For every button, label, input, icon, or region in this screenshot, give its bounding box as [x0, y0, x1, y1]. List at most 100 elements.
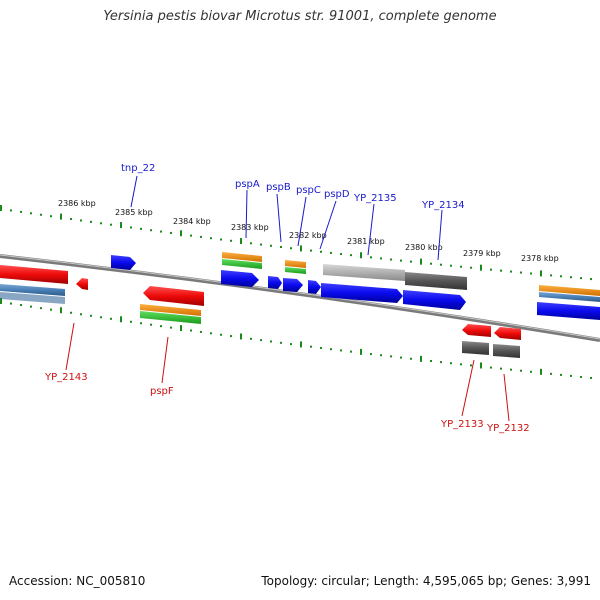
gene-yp-2133-hom: [462, 341, 489, 355]
minor-tick: [320, 346, 322, 349]
minor-tick: [230, 335, 232, 338]
minor-tick: [150, 229, 152, 232]
minor-tick: [190, 234, 192, 237]
gene-label-yp-2135: YP_2135: [353, 193, 397, 204]
gene-label-tnp-22: tnp_22: [121, 163, 155, 174]
minor-tick: [110, 317, 112, 320]
minor-tick: [140, 322, 142, 325]
minor-tick: [20, 210, 22, 213]
kbp-label: 2378 kbp: [521, 254, 559, 263]
minor-tick: [410, 260, 412, 263]
minor-tick: [450, 264, 452, 267]
minor-tick: [150, 323, 152, 326]
gene-pspB: [268, 276, 282, 289]
minor-tick: [390, 355, 392, 358]
minor-tick: [290, 247, 292, 250]
minor-tick: [30, 305, 32, 308]
kbp-tick-labels: 2386 kbp 2385 kbp 2384 kbp 2383 kbp 2382…: [58, 199, 559, 263]
accession-text: Accession: NC_005810: [9, 574, 146, 588]
outer-tick-ring: [0, 205, 592, 281]
major-tick: [480, 362, 482, 369]
minor-tick: [10, 302, 12, 305]
minor-tick: [160, 325, 162, 328]
major-tick: [120, 316, 122, 323]
minor-tick: [470, 266, 472, 269]
minor-tick: [170, 231, 172, 234]
minor-tick: [90, 220, 92, 223]
minor-tick: [350, 350, 352, 353]
gene-pspD: [308, 280, 321, 294]
major-tick: [420, 355, 422, 362]
minor-tick: [380, 354, 382, 357]
major-tick: [360, 252, 362, 259]
minor-tick: [440, 263, 442, 266]
minor-tick: [200, 235, 202, 238]
gene-label-pspD: pspD: [324, 189, 350, 200]
minor-tick: [40, 307, 42, 310]
major-tick: [480, 264, 482, 271]
minor-tick: [210, 237, 212, 240]
minor-tick: [250, 242, 252, 245]
minor-tick: [510, 368, 512, 371]
minor-tick: [50, 308, 52, 311]
kbp-label: 2379 kbp: [463, 249, 501, 258]
gene-label-yp-2134: YP_2134: [421, 200, 465, 211]
minor-tick: [270, 244, 272, 247]
minor-tick: [130, 226, 132, 229]
minor-tick: [430, 262, 432, 265]
kbp-label: 2385 kbp: [115, 208, 153, 217]
minor-tick: [370, 353, 372, 356]
minor-tick: [330, 251, 332, 254]
kbp-label: 2382 kbp: [289, 231, 327, 240]
minor-tick: [560, 275, 562, 278]
minor-tick: [570, 276, 572, 279]
minor-tick: [550, 274, 552, 277]
minor-tick: [270, 340, 272, 343]
major-tick: [360, 348, 362, 355]
reverse-gene-labels: YP_2143 pspF YP_2133 YP_2132: [44, 372, 530, 434]
minor-tick: [400, 259, 402, 262]
minor-tick: [510, 270, 512, 273]
major-tick: [540, 368, 542, 375]
minor-tick: [590, 278, 592, 281]
gene-yp-2134: [403, 290, 466, 310]
minor-tick: [20, 304, 22, 307]
minor-tick: [230, 239, 232, 242]
minor-tick: [440, 361, 442, 364]
gene-yp-2134-hom: [405, 272, 467, 290]
minor-tick: [290, 343, 292, 346]
gene-label-pspF: pspF: [150, 386, 174, 397]
kbp-label: 2381 kbp: [347, 237, 385, 246]
minor-tick: [220, 238, 222, 241]
minor-tick: [580, 277, 582, 280]
minor-tick: [330, 348, 332, 351]
minor-tick: [100, 316, 102, 319]
forward-gene-labels: tnp_22 pspA pspB pspC pspD YP_2135 YP_21…: [121, 163, 465, 211]
minor-tick: [570, 374, 572, 377]
minor-tick: [530, 272, 532, 275]
genome-backbone-highlight: [0, 254, 600, 340]
minor-tick: [340, 349, 342, 352]
minor-tick: [280, 341, 282, 344]
minor-tick: [520, 369, 522, 372]
minor-tick: [380, 257, 382, 260]
kbp-label: 2380 kbp: [405, 243, 443, 252]
minor-tick: [110, 223, 112, 226]
major-tick: [60, 213, 62, 220]
gene-label-yp-2133: YP_2133: [440, 419, 484, 430]
gene-tnp-22: [111, 255, 136, 270]
minor-tick: [130, 320, 132, 323]
minor-tick: [190, 329, 192, 332]
minor-tick: [430, 359, 432, 362]
gene-label-yp-2143: YP_2143: [44, 372, 88, 383]
gene-label-pspB: pspB: [266, 182, 291, 193]
minor-tick: [320, 250, 322, 253]
minor-tick: [310, 345, 312, 348]
gene-yp-2135: [321, 283, 403, 303]
gene-yp-2132-hom: [493, 344, 520, 358]
forward-leader-lines: [130, 175, 443, 261]
gene-yp-2135-hom: [323, 264, 405, 281]
minor-tick: [560, 373, 562, 376]
major-tick: [240, 333, 242, 340]
